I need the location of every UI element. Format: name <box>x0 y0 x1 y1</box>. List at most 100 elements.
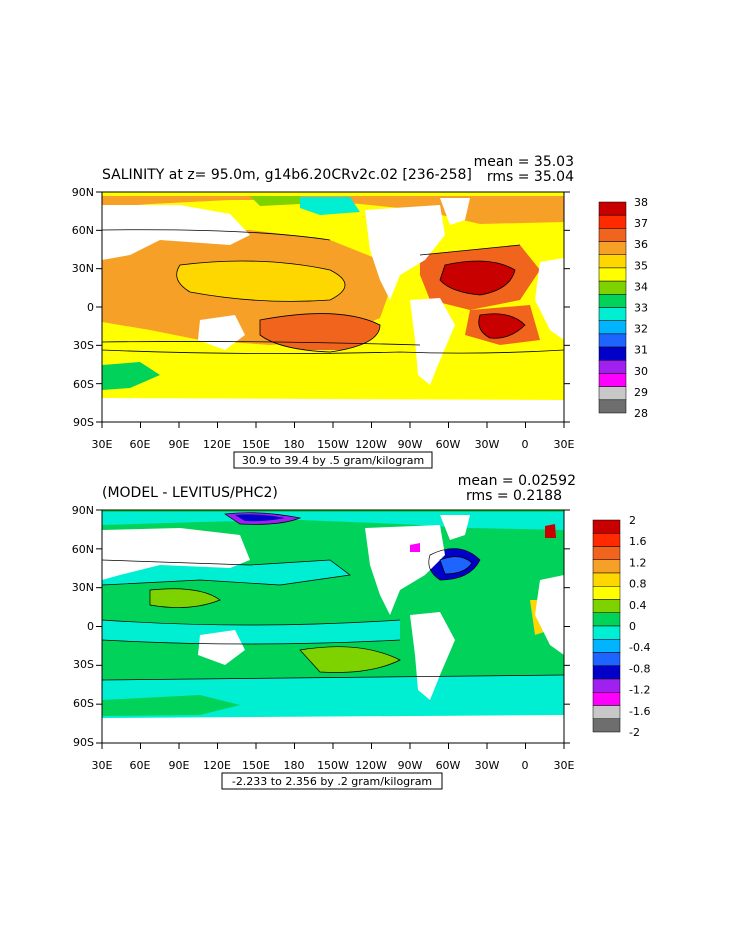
lat-label: 30N <box>72 581 94 594</box>
panel2-colorbar: 2 1.6 1.2 0.8 0.4 0 -0.4 -0.8 -1.2 -1.6 -2 <box>592 514 650 739</box>
colorbar-swatch <box>598 386 627 401</box>
colorbar-swatch <box>598 294 627 308</box>
lat-label: 0 <box>87 301 94 314</box>
colorbar-swatch <box>592 612 621 627</box>
panel1-map <box>102 192 564 422</box>
lat-label: 30N <box>72 262 94 275</box>
colorbar-label: 1.2 <box>629 556 647 569</box>
colorbar-label: -0.8 <box>629 662 650 675</box>
colorbar-label: -1.2 <box>629 684 650 697</box>
panel2-title: (MODEL - LEVITUS/PHC2) <box>102 485 278 501</box>
colorbar-swatch <box>598 254 627 269</box>
colorbar-label: 0 <box>629 620 636 633</box>
panel1-lon-axis: 30E 60E 90E 120E 150E 180 150W 120W 90W … <box>92 438 575 451</box>
panel1-lat-axis: 90N 60N 30N 0 30S 60S 90S <box>72 186 94 429</box>
colorbar-label: 36 <box>634 238 648 251</box>
colorbar-swatch <box>598 267 627 282</box>
colorbar-label: 30 <box>634 365 648 378</box>
colorbar-label: 31 <box>634 344 648 357</box>
colorbar-label: 0.4 <box>629 599 647 612</box>
lat-label: 30S <box>73 339 94 352</box>
colorbar-swatch <box>592 705 621 719</box>
lon-label: 120E <box>203 438 231 451</box>
colorbar-swatch <box>592 692 621 706</box>
colorbar-swatch <box>592 625 621 640</box>
lon-label: 150E <box>242 438 270 451</box>
lon-label: 60E <box>130 759 151 772</box>
lat-label: 60N <box>72 224 94 237</box>
colorbar-label: -1.6 <box>629 705 650 718</box>
colorbar-swatch <box>592 665 621 680</box>
land-africa <box>535 258 564 340</box>
colorbar-label: 32 <box>634 323 648 336</box>
panel-difference: (MODEL - LEVITUS/PHC2) mean = 0.02592 rm… <box>72 473 650 790</box>
colorbar-swatch <box>592 639 621 653</box>
lon-label: 90E <box>169 438 190 451</box>
lon-label: 150W <box>317 759 349 772</box>
panel2-range-label: -2.233 to 2.356 by .2 gram/kilogram <box>232 775 432 788</box>
lat-label: 60S <box>73 378 94 391</box>
colorbar-swatch <box>592 546 621 560</box>
colorbar-swatch <box>592 586 621 600</box>
panel2-lat-axis: 90N 60N 30N 0 30S 60S 90S <box>72 504 94 749</box>
colorbar-swatch <box>598 320 627 335</box>
lon-label: 0 <box>522 438 529 451</box>
panel1-colorbar: 38 37 36 35 34 33 32 31 30 29 28 <box>598 196 648 420</box>
lon-label: 120W <box>355 438 387 451</box>
lon-label: 150E <box>242 759 270 772</box>
lat-label: 60N <box>72 543 94 556</box>
lat-label: 60S <box>73 697 94 710</box>
lon-label: 120W <box>355 759 387 772</box>
colorbar-swatch <box>598 360 627 374</box>
lat-label: 90N <box>72 504 94 517</box>
colorbar-swatch <box>598 346 627 361</box>
colorbar-swatch <box>598 201 627 216</box>
colorbar-label: 34 <box>634 280 648 293</box>
colorbar-swatch <box>592 572 621 587</box>
colorbar-label: 2 <box>629 514 636 527</box>
colorbar-swatch <box>598 228 627 242</box>
colorbar-swatch <box>598 399 627 414</box>
land-greenland <box>440 198 470 225</box>
colorbar-label: -2 <box>629 726 640 739</box>
lon-label: 30W <box>475 759 500 772</box>
panel1-rms: rms = 35.04 <box>487 169 574 185</box>
colorbar-label: 1.6 <box>629 535 647 548</box>
panel1-range-label: 30.9 to 39.4 by .5 gram/kilogram <box>242 454 424 467</box>
panel2-range-box <box>221 772 443 790</box>
land-antarctica <box>102 398 564 422</box>
colorbar-swatch <box>592 718 621 733</box>
colorbar-swatch <box>598 241 627 255</box>
land-south-america <box>410 298 455 385</box>
colorbar-swatch <box>598 214 627 229</box>
lat-label: 0 <box>87 620 94 633</box>
panel1-mean: mean = 35.03 <box>474 154 574 170</box>
lon-label: 30W <box>475 438 500 451</box>
lon-label: 180 <box>284 759 305 772</box>
colorbar-swatch <box>598 307 627 321</box>
lon-label: 60E <box>130 438 151 451</box>
lon-label: 90W <box>398 438 423 451</box>
colorbar-swatch <box>598 280 627 295</box>
panel1-title: SALINITY at z= 95.0m, g14b6.20CRv2c.02 [… <box>102 167 472 183</box>
colorbar-swatch <box>592 559 621 574</box>
lon-label: 90W <box>398 759 423 772</box>
lon-label: 30E <box>92 759 113 772</box>
colorbar-swatch <box>598 373 627 387</box>
colorbar-swatch <box>592 519 621 534</box>
panel-salinity: SALINITY at z= 95.0m, g14b6.20CRv2c.02 [… <box>72 154 648 469</box>
lon-label: 150W <box>317 438 349 451</box>
colorbar-label: 29 <box>634 386 648 399</box>
panel2-rms: rms = 0.2188 <box>466 488 562 504</box>
lon-label: 90E <box>169 759 190 772</box>
lon-label: 30E <box>92 438 113 451</box>
lon-label: 60W <box>436 438 461 451</box>
colorbar-swatch <box>598 333 627 348</box>
lon-label: 30E <box>554 438 575 451</box>
panel2-mean: mean = 0.02592 <box>458 473 576 489</box>
lat-label: 30S <box>73 658 94 671</box>
panel1-range-box <box>233 451 433 469</box>
lat-label: 90N <box>72 186 94 199</box>
lon-label: 30E <box>554 759 575 772</box>
